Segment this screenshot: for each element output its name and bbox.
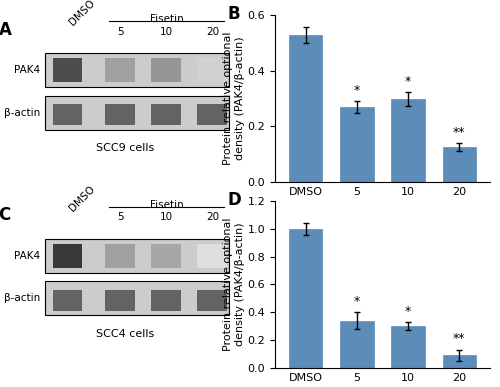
Bar: [106, 290, 136, 301]
Bar: [289, 35, 322, 182]
Text: *: *: [405, 305, 411, 318]
Text: **: **: [453, 332, 466, 346]
Bar: [152, 290, 182, 301]
Bar: [340, 320, 374, 368]
Bar: [152, 300, 182, 311]
Bar: [442, 355, 476, 368]
Bar: [106, 300, 136, 311]
Text: DMSO: DMSO: [68, 0, 97, 27]
Bar: [442, 147, 476, 182]
Bar: [340, 107, 374, 182]
Text: Fisetin: Fisetin: [150, 200, 184, 209]
Text: *: *: [354, 295, 360, 308]
Text: D: D: [228, 191, 241, 209]
Text: B: B: [228, 5, 240, 24]
Bar: [198, 300, 228, 311]
Y-axis label: Protein relative optional
density (PAK4/β-actin): Protein relative optional density (PAK4/…: [223, 218, 245, 351]
Text: 10: 10: [160, 27, 173, 36]
Bar: [106, 58, 136, 82]
Y-axis label: Protein relative optional
density (PAK4/β-actin): Protein relative optional density (PAK4/…: [223, 32, 245, 165]
Text: A: A: [0, 21, 12, 39]
Text: **: **: [453, 126, 466, 139]
Text: β-actin: β-actin: [4, 293, 40, 303]
Bar: [52, 114, 82, 125]
Text: DMSO: DMSO: [68, 184, 97, 213]
Bar: [52, 104, 82, 115]
Text: β-actin: β-actin: [4, 108, 40, 118]
Bar: [392, 326, 424, 368]
Text: Fisetin: Fisetin: [150, 14, 184, 24]
Bar: [44, 53, 228, 87]
Bar: [392, 99, 424, 182]
Bar: [198, 104, 228, 115]
Bar: [106, 114, 136, 125]
Text: SCC9 cells: SCC9 cells: [96, 143, 154, 153]
Bar: [152, 244, 182, 268]
Text: Fisetin: Fisetin: [390, 217, 426, 227]
Bar: [52, 300, 82, 311]
Text: PAK4: PAK4: [14, 65, 40, 75]
Bar: [106, 244, 136, 268]
Text: C: C: [0, 206, 11, 224]
Text: PAK4: PAK4: [14, 251, 40, 261]
Text: SCC4 cells: SCC4 cells: [96, 329, 154, 339]
Bar: [44, 239, 228, 273]
Bar: [152, 114, 182, 125]
Text: *: *: [354, 84, 360, 97]
Bar: [198, 290, 228, 301]
Text: 5: 5: [117, 212, 123, 222]
Bar: [198, 58, 228, 82]
Bar: [289, 229, 322, 368]
Bar: [52, 290, 82, 301]
Bar: [52, 244, 82, 268]
Bar: [152, 104, 182, 115]
Text: 10: 10: [160, 212, 173, 222]
Bar: [198, 244, 228, 268]
Bar: [152, 58, 182, 82]
Bar: [44, 281, 228, 315]
Text: *: *: [405, 75, 411, 87]
Bar: [198, 114, 228, 125]
Text: 20: 20: [206, 27, 219, 36]
Text: 5: 5: [117, 27, 123, 36]
Bar: [106, 104, 136, 115]
Text: 20: 20: [206, 212, 219, 222]
Bar: [44, 96, 228, 130]
Bar: [52, 58, 82, 82]
